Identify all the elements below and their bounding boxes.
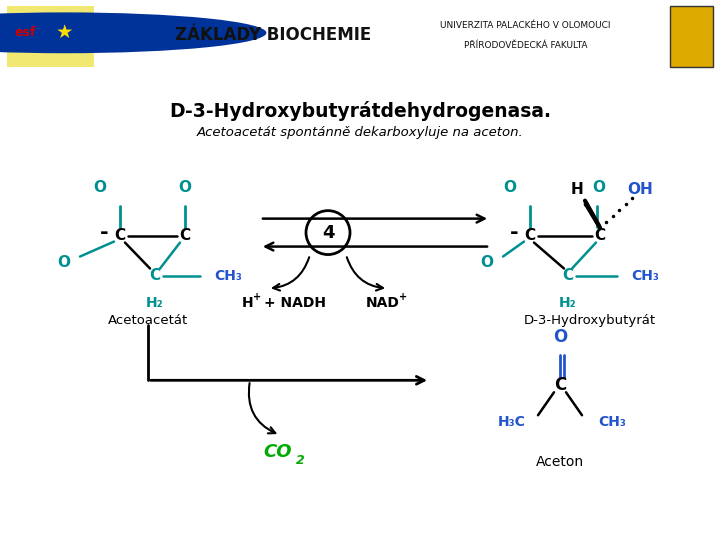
Text: CH₃: CH₃ [598, 415, 626, 429]
Text: O: O [593, 180, 606, 195]
Text: O: O [503, 180, 516, 195]
Text: C: C [114, 228, 125, 243]
Text: 4: 4 [322, 224, 334, 241]
Text: +: + [253, 293, 261, 302]
FancyBboxPatch shape [7, 6, 94, 67]
Text: H: H [242, 296, 254, 310]
FancyBboxPatch shape [670, 6, 713, 67]
Text: C: C [179, 228, 191, 243]
Text: H₂: H₂ [559, 296, 577, 310]
Text: ZÁKLADY BIOCHEMIE: ZÁKLADY BIOCHEMIE [176, 26, 372, 44]
Text: C: C [562, 268, 574, 283]
Text: O: O [553, 328, 567, 346]
Text: Aceton: Aceton [536, 455, 584, 469]
Text: + NADH: + NADH [264, 296, 326, 310]
Text: O: O [94, 180, 107, 195]
Text: O: O [480, 255, 493, 270]
Circle shape [0, 12, 266, 53]
Text: CH₃: CH₃ [631, 268, 659, 282]
Text: O: O [58, 255, 71, 270]
Text: C: C [150, 268, 161, 283]
Text: 2: 2 [296, 454, 305, 467]
Text: -: - [99, 222, 108, 242]
Text: NAD: NAD [366, 296, 400, 310]
Text: Acetoacetát spontánně dekarboxyluje na aceton.: Acetoacetát spontánně dekarboxyluje na a… [197, 126, 523, 139]
Text: esf: esf [14, 26, 36, 39]
Text: OH: OH [627, 182, 653, 197]
Text: CH₃: CH₃ [214, 268, 242, 282]
Text: C: C [554, 376, 566, 394]
Text: D-3-Hydroxybutyrátdehydrogenasa.: D-3-Hydroxybutyrátdehydrogenasa. [169, 101, 551, 121]
Text: CO: CO [264, 443, 292, 461]
Text: H₂: H₂ [146, 296, 164, 310]
Text: D-3-Hydroxybutyrát: D-3-Hydroxybutyrát [524, 314, 656, 327]
Text: C: C [524, 228, 536, 243]
Text: O: O [179, 180, 192, 195]
Text: C: C [595, 228, 606, 243]
Text: H₃C: H₃C [498, 415, 526, 429]
Text: +: + [399, 293, 407, 302]
Text: PŘÍRODOVĚDECKÁ FAKULTA: PŘÍRODOVĚDECKÁ FAKULTA [464, 40, 588, 50]
Text: ★: ★ [56, 23, 73, 42]
Text: H: H [571, 182, 583, 197]
Text: -: - [510, 222, 518, 242]
Text: Acetoacetát: Acetoacetát [108, 314, 188, 327]
Text: UNIVERZITA PALACKÉHO V OLOMOUCI: UNIVERZITA PALACKÉHO V OLOMOUCI [441, 21, 611, 30]
